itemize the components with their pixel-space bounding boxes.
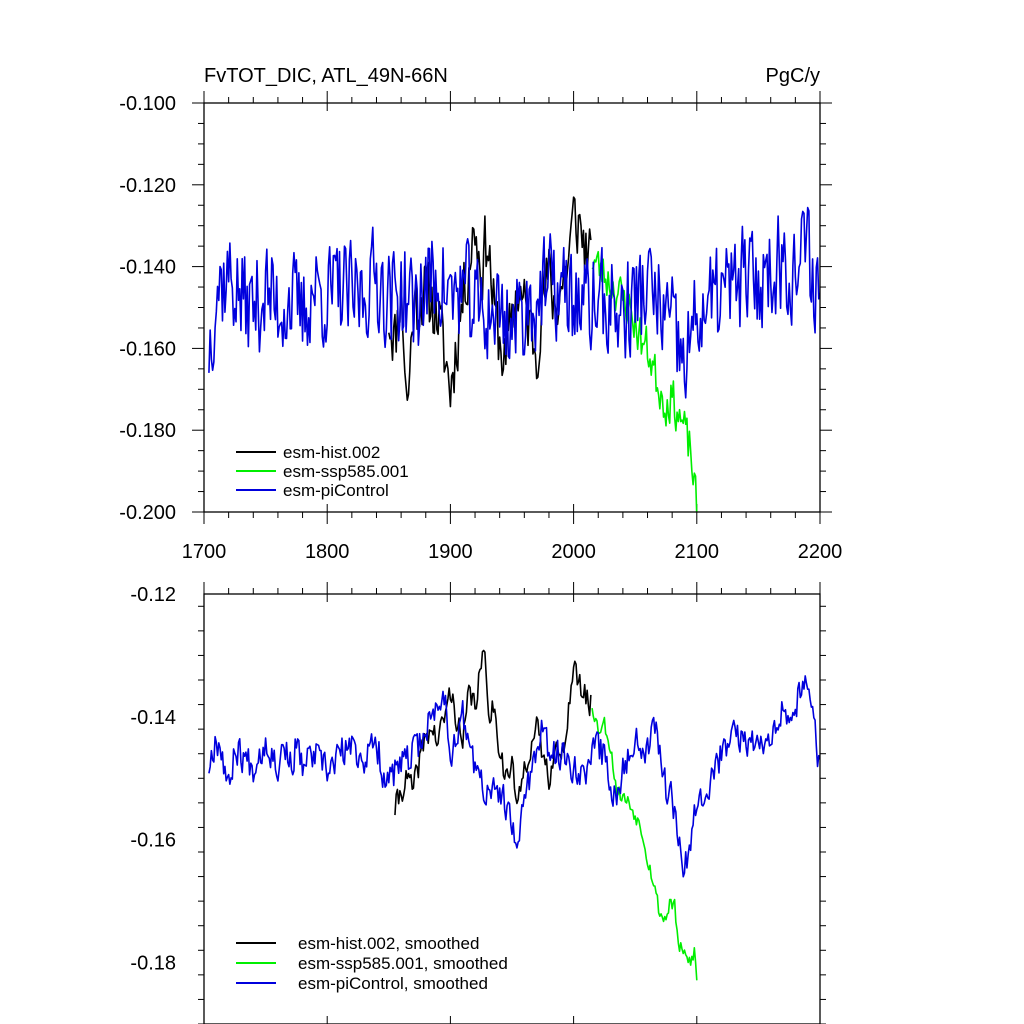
top-chart-title: FvTOT_DIC, ATL_49N-66N	[204, 65, 448, 87]
top-y-axis-labels: -0.100 -0.120 -0.140 -0.160 -0.180 -0.200	[119, 93, 176, 524]
series-line-2	[591, 250, 698, 512]
y-tick-label: -0.180	[119, 420, 176, 442]
x-tick-label: 2000	[551, 541, 596, 563]
bottom-series-group	[208, 649, 820, 981]
y-tick-label: -0.16	[130, 830, 176, 852]
legend-label: esm-hist.002, smoothed	[298, 934, 479, 953]
top-plot-frame	[203, 102, 821, 513]
legend-label: esm-ssp585.001	[283, 462, 409, 481]
legend-label: esm-piControl, smoothed	[298, 974, 488, 993]
y-tick-label: -0.100	[119, 93, 176, 115]
panel-top-chart: FvTOT_DIC, ATL_49N-66N PgC/y -0.100 -0.12…	[119, 65, 842, 563]
bottom-plot-frame	[203, 593, 821, 1024]
series-line-3	[208, 675, 820, 878]
y-tick-label: -0.120	[119, 175, 176, 197]
series-line-1	[388, 196, 592, 408]
x-tick-label: 2100	[675, 541, 720, 563]
bottom-y-axis-labels: -0.12 -0.14 -0.16 -0.18	[130, 584, 176, 975]
x-tick-label: 1900	[428, 541, 473, 563]
series-line-1	[394, 649, 592, 816]
legend-label: esm-hist.002	[283, 443, 380, 462]
y-tick-label: -0.140	[119, 257, 176, 279]
x-tick-label: 1800	[305, 541, 350, 563]
x-tick-label: 1700	[182, 541, 227, 563]
series-line-2	[591, 708, 698, 981]
y-tick-label: -0.200	[119, 502, 176, 524]
y-tick-label: -0.12	[130, 584, 176, 606]
top-minor-ticks	[192, 91, 832, 524]
legend-label: esm-piControl	[283, 481, 389, 500]
series-line-3	[208, 206, 820, 399]
top-chart-units: PgC/y	[766, 65, 820, 87]
top-x-axis-labels: 1700 1800 1900 2000 2100 2200	[182, 541, 843, 563]
top-series-group	[208, 196, 820, 512]
y-tick-label: -0.18	[130, 953, 176, 975]
y-tick-label: -0.14	[130, 707, 176, 729]
panel-bottom-chart: -0.12 -0.14 -0.16 -0.18 esm-hist.002, smoot…	[130, 582, 826, 1024]
x-tick-label: 2200	[798, 541, 843, 563]
y-tick-label: -0.160	[119, 338, 176, 360]
legend-label: esm-ssp585.001, smoothed	[298, 954, 508, 973]
bottom-minor-ticks	[198, 582, 826, 1024]
